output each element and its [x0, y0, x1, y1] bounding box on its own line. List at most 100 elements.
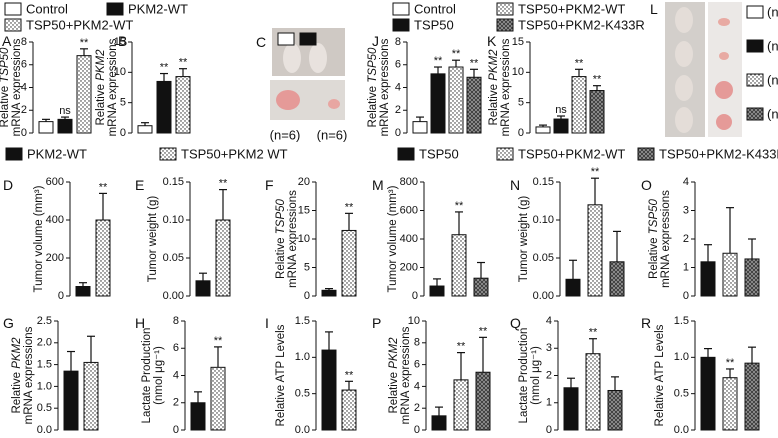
bar [722, 252, 738, 297]
y-tick-label: 400 [46, 214, 64, 226]
photo-legend-swatch [746, 107, 764, 121]
y-axis-label: mRNA expressions [23, 326, 35, 424]
bar [466, 76, 482, 134]
y-tick-label: 5 [518, 97, 524, 109]
y-tick-label: 1.5 [674, 315, 689, 327]
y-axis-label: Relative TSP50 [648, 198, 660, 279]
y-tick-label: 0 [546, 424, 552, 436]
y-tick-label: 8 [21, 36, 27, 48]
significance: ** [591, 166, 600, 178]
y-axis-label: mRNA expressions [660, 190, 672, 288]
y-tick-label: 1.0 [674, 351, 689, 363]
legend-swatch [392, 18, 410, 32]
y-tick-label: 1 [683, 261, 689, 273]
panel-letter: R [641, 315, 651, 331]
y-tick-label: 2 [683, 233, 689, 245]
y-axis-label: Relative PKM2 [95, 49, 107, 126]
panel-letter: B [118, 33, 127, 49]
legend-swatch [4, 18, 22, 32]
legend-label: TSP50 [414, 17, 454, 32]
y-tick-label: 5 [304, 261, 310, 273]
y-tick-label: 400 [400, 233, 418, 245]
significance: ** [179, 57, 188, 69]
legend-swatch [397, 147, 415, 161]
bar [321, 289, 337, 297]
panel-letter: L [650, 1, 658, 17]
y-tick-label: 2.0 [37, 337, 52, 349]
y-tick-label: 0 [395, 127, 401, 139]
y-tick-label: 6 [21, 59, 27, 71]
significance: ** [470, 57, 479, 69]
y-tick-label: 2 [21, 104, 27, 116]
bar [431, 415, 447, 431]
y-tick-label: 2 [546, 369, 552, 381]
bar [700, 356, 716, 431]
legend-label: TSP50+PKM2-K433R [659, 146, 778, 161]
y-tick-label: 600 [400, 204, 418, 216]
bar [38, 121, 54, 134]
bar [451, 234, 467, 297]
y-axis-label: mRNA expressions [500, 38, 512, 136]
y-tick-label: 10 [408, 315, 420, 327]
legend-label: Control [26, 1, 68, 16]
bar [744, 362, 760, 431]
panel-letter: E [135, 177, 144, 193]
legend-swatch [496, 18, 514, 32]
bar [429, 285, 445, 297]
y-axis-label: mRNA expressions [11, 38, 23, 136]
panel-letter: K [487, 33, 497, 49]
photo-label: (n=6) [767, 38, 778, 53]
y-tick-label: 0.5 [295, 388, 310, 400]
y-axis-label: mRNA expressions [107, 38, 119, 136]
y-axis-label: Lactate Production [518, 328, 530, 424]
y-tick-label: 0.05 [163, 252, 184, 264]
significance: ** [80, 37, 89, 49]
y-tick-label: 200 [46, 252, 64, 264]
significance: ** [593, 74, 602, 86]
y-tick-label: 8 [414, 337, 420, 349]
bar [475, 371, 491, 431]
y-tick-label: 6 [173, 342, 179, 354]
y-tick-label: 0.5 [37, 402, 52, 414]
photo-legend-swatch [746, 39, 764, 53]
y-tick-label: 10 [512, 66, 524, 78]
y-tick-label: 4 [21, 81, 27, 93]
bar [587, 204, 603, 297]
significance: ** [455, 200, 464, 212]
bar [175, 76, 191, 134]
bar [190, 402, 206, 431]
bar [63, 370, 79, 431]
panel-letter: I [265, 315, 269, 331]
y-axis-label: Relative TSP50 [0, 47, 11, 128]
y-tick-label: 800 [400, 176, 418, 188]
y-tick-label: 8 [395, 36, 401, 48]
y-tick-label: 0.15 [163, 176, 184, 188]
significance: ** [479, 325, 488, 337]
significance: ** [589, 327, 598, 339]
y-tick-label: 0 [304, 290, 310, 302]
panel-letter: P [372, 315, 381, 331]
bar [571, 76, 587, 134]
significance: ** [345, 369, 354, 381]
bar [412, 121, 428, 134]
bar [563, 387, 579, 431]
bar [83, 361, 99, 431]
bar [156, 80, 172, 134]
y-tick-label: 0.0 [674, 424, 689, 436]
y-tick-label: 1.5 [295, 315, 310, 327]
legend-label: TSP50+PKM2-WT [518, 1, 625, 16]
significance: ns [555, 104, 567, 116]
y-tick-label: 2 [173, 397, 179, 409]
panel-letter: H [135, 315, 145, 331]
y-axis-label: (nmol μg⁻¹) [153, 346, 165, 405]
legend-label: PKM2-WT [27, 146, 87, 161]
y-axis-label: Relative PKM2 [488, 49, 500, 126]
bar [722, 377, 738, 431]
y-tick-label: 0.00 [533, 290, 554, 302]
y-tick-label: 0.10 [533, 214, 554, 226]
y-tick-label: 6 [414, 359, 420, 371]
photo-label: (n=5) [767, 106, 778, 121]
legend-swatch [5, 147, 23, 161]
y-tick-label: 8 [173, 315, 179, 327]
